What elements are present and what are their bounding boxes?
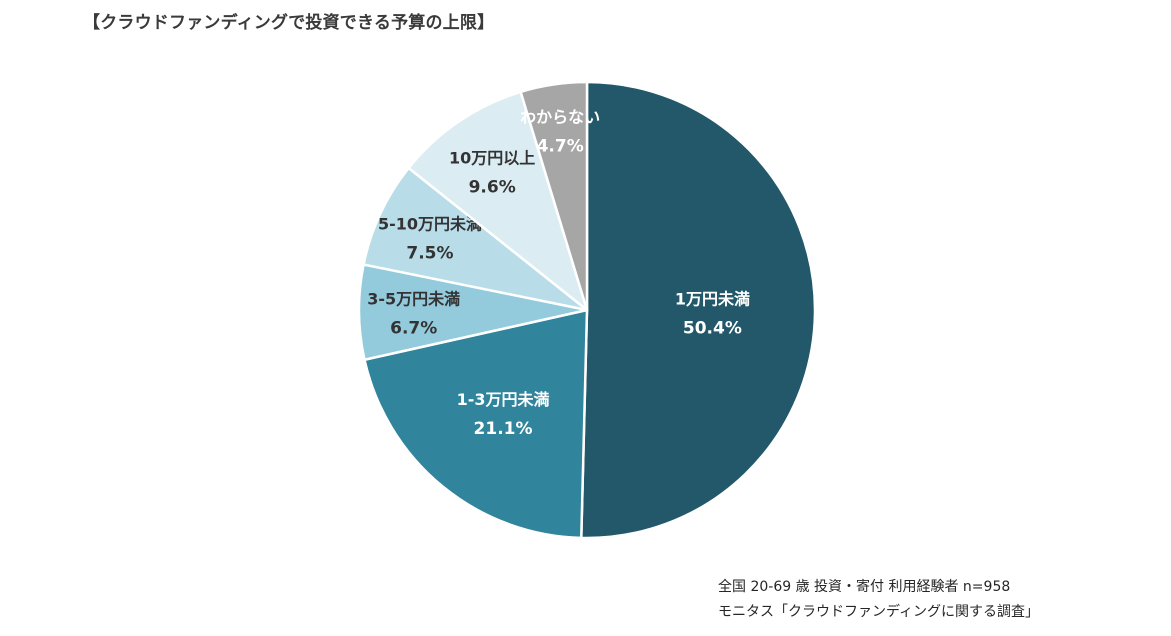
slice-value-label: 4.7% (537, 137, 584, 157)
slice-value-label: 7.5% (406, 244, 453, 264)
slice-label: 3-5万円未満 (367, 290, 460, 309)
pie-slice (519, 80, 589, 312)
pie-slice (363, 308, 589, 540)
slice-label: 1-3万円未満 (457, 390, 550, 409)
pie-slice (407, 90, 589, 312)
slice-label: わからない (520, 108, 600, 127)
pie-slice (580, 80, 817, 540)
slice-label: 10万円以上 (449, 148, 535, 167)
slice-value-label: 21.1% (474, 419, 533, 439)
slice-value-label: 9.6% (469, 177, 516, 197)
slice-value-label: 6.7% (390, 319, 437, 339)
chart-title: 【クラウドファンディングで投資できる予算の上限】 (83, 13, 495, 33)
slice-label: 5-10万円未満 (378, 215, 482, 234)
slice-label: 1万円未満 (675, 290, 750, 309)
footnote-source: モニタス「クラウドファンディングに関する調査」 (718, 604, 1040, 620)
slice-value-label: 50.4% (683, 319, 742, 339)
footnote-sample: 全国 20-69 歳 投資・寄付 利用経験者 n=958 (718, 579, 1011, 595)
pie-slice (362, 166, 589, 312)
